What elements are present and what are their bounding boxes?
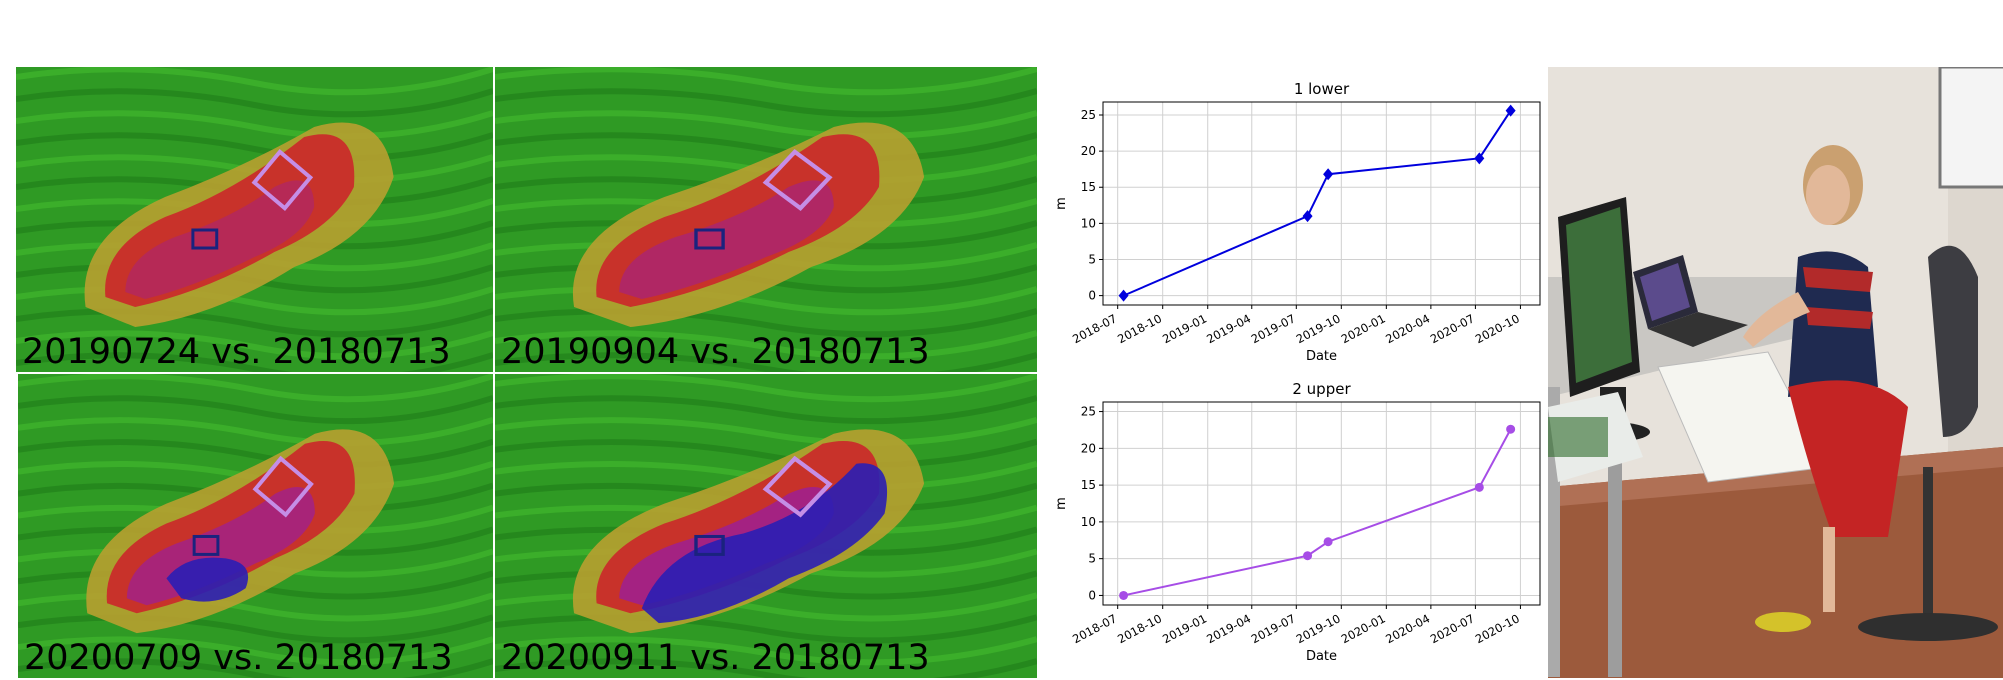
map-caption-3: 20200709 vs. 20180713 <box>24 638 453 678</box>
y-tick-label: 5 <box>1088 252 1096 266</box>
chart-lower-svg: 1 lower2018-072018-102019-012019-042019-… <box>1054 80 1541 364</box>
x-tick-label: 2020-07 <box>1428 611 1477 646</box>
x-tick-label: 2020-01 <box>1339 611 1388 646</box>
map-caption-2: 20190904 vs. 20180713 <box>501 332 930 372</box>
x-tick-label: 2018-07 <box>1070 611 1119 646</box>
chart-upper: 2 upper 2018-07 2018-10 2019-01 2019-04 2019-… <box>1040 372 1550 672</box>
series-line <box>1123 428 1512 597</box>
x-tick-label: 2019-04 <box>1204 311 1253 346</box>
y-tick-label: 25 <box>1081 405 1096 419</box>
deformation-map-4 <box>495 374 1037 678</box>
deformation-map-1 <box>16 67 493 372</box>
chart-title: 1 lower <box>1294 80 1350 98</box>
data-point <box>1474 152 1485 165</box>
data-point <box>1323 537 1333 547</box>
data-point <box>1303 551 1313 561</box>
y-tick-label: 0 <box>1088 588 1096 602</box>
x-axis-label: Date <box>1306 649 1337 664</box>
y-tick-label: 5 <box>1088 552 1096 566</box>
deformation-map-2 <box>495 67 1037 372</box>
x-tick-label: 2019-01 <box>1160 611 1209 646</box>
chart-lower: 1 lower 2018-07 2018-10 2019-01 2019-04 2019-… <box>1040 72 1550 372</box>
chart-upper-svg: 2 upper2018-072018-102019-012019-042019-… <box>1054 380 1541 664</box>
map-panel-1: 20190724 vs. 20180713 <box>16 67 493 372</box>
map-panel-2: 20190904 vs. 20180713 <box>495 67 1037 372</box>
map-panel-3: 20200709 vs. 20180713 <box>18 374 493 678</box>
y-axis-label: m <box>1054 197 1069 210</box>
map-caption-4: 20200911 vs. 20180713 <box>501 638 930 678</box>
x-tick-label: 2019-10 <box>1294 311 1343 346</box>
data-point <box>1119 590 1129 600</box>
x-tick-label: 2020-04 <box>1383 311 1432 346</box>
x-tick-label: 2020-10 <box>1473 611 1522 646</box>
x-tick-label: 2020-01 <box>1339 311 1388 346</box>
data-point <box>1302 210 1313 223</box>
data-point <box>1506 424 1516 434</box>
y-tick-label: 20 <box>1081 144 1096 158</box>
y-tick-label: 15 <box>1081 180 1096 194</box>
map-panel-4: 20200911 vs. 20180713 <box>495 374 1037 678</box>
x-tick-label: 2019-07 <box>1249 311 1298 346</box>
y-tick-label: 10 <box>1081 515 1096 529</box>
y-tick-label: 25 <box>1081 108 1096 122</box>
office-photo <box>1548 67 2003 678</box>
x-axis-label: Date <box>1306 349 1337 364</box>
x-tick-label: 2018-07 <box>1070 311 1119 346</box>
x-tick-label: 2019-01 <box>1160 311 1209 346</box>
deformation-map-3 <box>18 374 493 678</box>
plot-frame <box>1102 101 1541 306</box>
y-tick-label: 10 <box>1081 216 1096 230</box>
x-tick-label: 2018-10 <box>1115 611 1164 646</box>
data-point <box>1118 289 1129 302</box>
data-point <box>1505 104 1516 117</box>
plot-frame <box>1102 401 1541 606</box>
series-line <box>1123 110 1512 297</box>
x-tick-label: 2019-04 <box>1204 611 1253 646</box>
x-tick-label: 2020-07 <box>1428 311 1477 346</box>
x-tick-label: 2019-10 <box>1294 611 1343 646</box>
office-photo-illustration <box>1548 67 2003 678</box>
data-point <box>1323 168 1334 181</box>
y-tick-label: 0 <box>1088 289 1096 303</box>
x-tick-label: 2020-10 <box>1473 311 1522 346</box>
map-caption-1: 20190724 vs. 20180713 <box>22 332 451 372</box>
y-tick-label: 20 <box>1081 441 1096 455</box>
x-tick-label: 2018-10 <box>1115 311 1164 346</box>
x-tick-label: 2019-07 <box>1249 611 1298 646</box>
y-tick-label: 15 <box>1081 478 1096 492</box>
chart-title: 2 upper <box>1292 380 1351 398</box>
x-tick-label: 2020-04 <box>1383 611 1432 646</box>
data-point <box>1474 482 1484 492</box>
y-axis-label: m <box>1054 497 1069 510</box>
